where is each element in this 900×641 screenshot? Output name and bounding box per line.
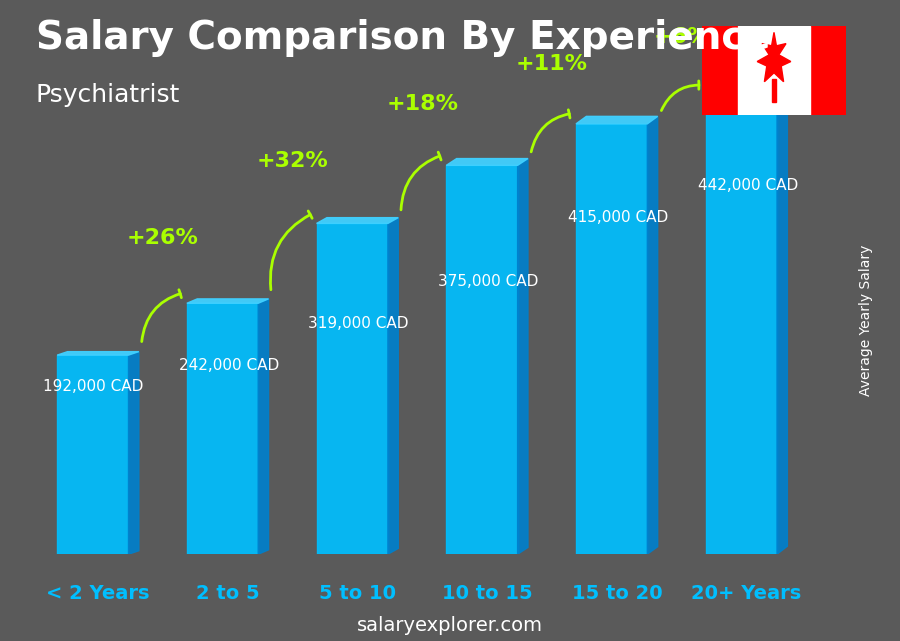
- Polygon shape: [58, 352, 139, 355]
- Text: 192,000 CAD: 192,000 CAD: [42, 379, 143, 394]
- Polygon shape: [187, 303, 258, 554]
- Text: Salary Comparison By Experience: Salary Comparison By Experience: [36, 19, 770, 57]
- Text: 319,000 CAD: 319,000 CAD: [309, 316, 409, 331]
- Polygon shape: [706, 96, 777, 554]
- Polygon shape: [518, 158, 528, 554]
- Text: 2 to 5: 2 to 5: [196, 584, 259, 603]
- Text: Psychiatrist: Psychiatrist: [36, 83, 180, 107]
- Polygon shape: [258, 299, 268, 554]
- Text: 375,000 CAD: 375,000 CAD: [438, 274, 538, 289]
- Text: +18%: +18%: [386, 94, 458, 114]
- Text: 15 to 20: 15 to 20: [572, 584, 662, 603]
- Polygon shape: [777, 88, 788, 554]
- Polygon shape: [576, 117, 658, 124]
- Text: +32%: +32%: [256, 151, 328, 171]
- Polygon shape: [317, 218, 399, 224]
- Polygon shape: [446, 165, 518, 554]
- Polygon shape: [576, 124, 647, 554]
- Text: 242,000 CAD: 242,000 CAD: [179, 358, 279, 374]
- Text: < 2 Years: < 2 Years: [46, 584, 149, 603]
- Polygon shape: [187, 299, 268, 303]
- Polygon shape: [129, 352, 139, 554]
- Polygon shape: [317, 224, 388, 554]
- Polygon shape: [388, 218, 399, 554]
- Text: 10 to 15: 10 to 15: [442, 584, 533, 603]
- Text: 442,000 CAD: 442,000 CAD: [698, 178, 798, 194]
- Text: 20+ Years: 20+ Years: [691, 584, 802, 603]
- Polygon shape: [647, 117, 658, 554]
- Bar: [738, 26, 810, 115]
- Bar: [771, 79, 777, 102]
- Text: +6%: +6%: [653, 27, 710, 47]
- Polygon shape: [706, 88, 788, 96]
- Text: 5 to 10: 5 to 10: [319, 584, 396, 603]
- Text: +11%: +11%: [516, 54, 588, 74]
- Polygon shape: [58, 355, 129, 554]
- Text: salaryexplorer.com: salaryexplorer.com: [357, 615, 543, 635]
- Polygon shape: [757, 32, 791, 81]
- Text: +26%: +26%: [127, 228, 199, 248]
- Text: 415,000 CAD: 415,000 CAD: [568, 210, 669, 225]
- Bar: [702, 26, 738, 115]
- Polygon shape: [446, 158, 528, 165]
- Bar: [810, 26, 846, 115]
- Text: Average Yearly Salary: Average Yearly Salary: [859, 245, 873, 396]
